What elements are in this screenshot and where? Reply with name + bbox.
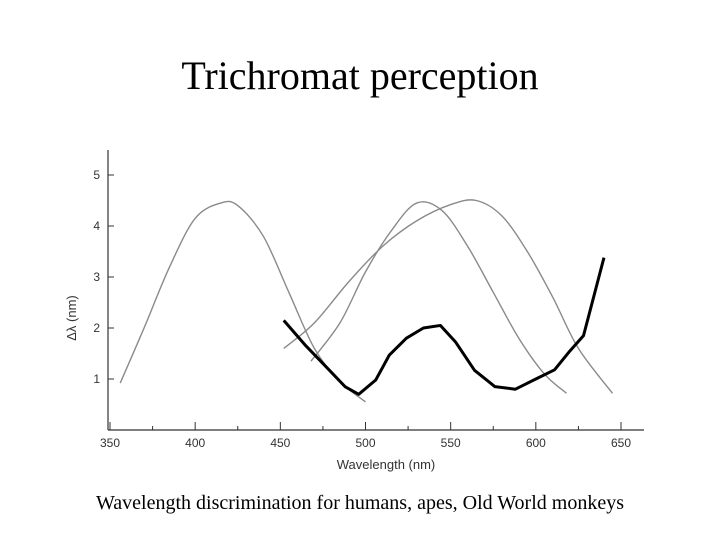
sensitivity-curve-3 xyxy=(283,199,614,394)
x-tick-label: 350 xyxy=(100,436,120,450)
y-tick-label: 5 xyxy=(93,168,100,182)
y-axis-label: Δλ (nm) xyxy=(64,295,79,341)
x-tick-label: 450 xyxy=(270,436,290,450)
slide-caption: Wavelength discrimination for humans, ap… xyxy=(96,492,624,514)
x-tick-label: 500 xyxy=(355,436,375,450)
sensitivity-curves xyxy=(119,199,614,403)
x-tick-label: 600 xyxy=(526,436,546,450)
x-tick-label: 650 xyxy=(611,436,631,450)
slide-title: Trichromat perception xyxy=(181,53,539,98)
sensitivity-curve-2 xyxy=(310,201,567,394)
x-tick-label: 550 xyxy=(441,436,461,450)
discrimination-line xyxy=(282,257,606,396)
x-axis-label: Wavelength (nm) xyxy=(337,457,436,472)
sensitivity-curve-1 xyxy=(119,200,366,403)
y-tick-label: 2 xyxy=(93,321,100,335)
chart-axes: 350 400 450 500 550 600 650 1 2 3 4 5 xyxy=(93,150,644,450)
x-tick-label: 400 xyxy=(185,436,205,450)
y-tick-label: 4 xyxy=(93,219,100,233)
y-tick-label: 1 xyxy=(93,372,100,386)
discrimination-series xyxy=(282,257,606,396)
y-tick-label: 3 xyxy=(93,270,100,284)
